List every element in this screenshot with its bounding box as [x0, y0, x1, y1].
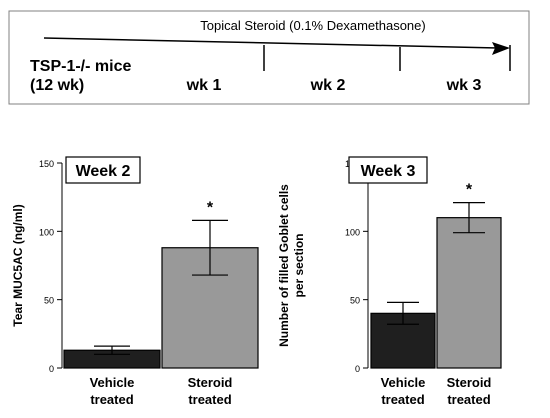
y-tick-label: 50 [350, 296, 360, 306]
week2-chart: 0 50 100 150 Tear MUC5AC (ng/ml) Vehicle treat… [11, 156, 259, 407]
y-tick-label: 0 [49, 364, 54, 374]
y-tick-label: 0 [355, 364, 360, 374]
week-label-1: wk 1 [186, 77, 222, 94]
y-axis-label-line: Tear MUC5AC (ng/ml) [11, 204, 25, 326]
timeline-panel: Topical Steroid (0.1% Dexamethasone) TSP… [8, 10, 530, 105]
x-tick-label: treated [90, 392, 133, 407]
y-tick-label: 100 [39, 227, 54, 237]
x-tick-label: treated [188, 392, 231, 407]
arrow-head [492, 42, 510, 55]
week-label-2: wk 2 [310, 77, 346, 94]
timeline-frame [8, 10, 530, 105]
x-tick-label: Steroid [188, 375, 233, 390]
chart-title-box [348, 156, 428, 184]
y-axis-label-line: per section [292, 233, 306, 297]
y-tick-label: 150 [39, 159, 54, 169]
subject-label: TSP-1-/- mice [30, 58, 131, 75]
week-label-3: wk 3 [446, 77, 482, 94]
y-axis-label: Number of filled Goblet cellsper section [277, 184, 306, 347]
treatment-label: Topical Steroid (0.1% Dexamethasone) [200, 18, 425, 33]
y-axis-label-line: Number of filled Goblet cells [277, 184, 291, 347]
y-tick-label: 100 [345, 227, 360, 237]
chart-title: Week 2 [76, 163, 131, 180]
x-tick-label: Vehicle [90, 375, 135, 390]
age-label: (12 wk) [30, 77, 84, 94]
x-tick-label: treated [381, 392, 424, 407]
significance-marker: * [466, 182, 473, 199]
y-tick-label: 50 [44, 296, 54, 306]
chart-title: Week 3 [361, 163, 416, 180]
x-tick-label: treated [447, 392, 490, 407]
x-tick-label: Steroid [447, 375, 492, 390]
y-axis-label: Tear MUC5AC (ng/ml) [11, 204, 25, 326]
significance-marker: * [207, 199, 214, 216]
week3-chart: 050100150Number of filled Goblet cellspe… [277, 156, 502, 407]
x-tick-label: Vehicle [381, 375, 426, 390]
bar [436, 217, 502, 369]
timeline-arrow [43, 37, 499, 49]
chart-title-box [65, 156, 141, 184]
